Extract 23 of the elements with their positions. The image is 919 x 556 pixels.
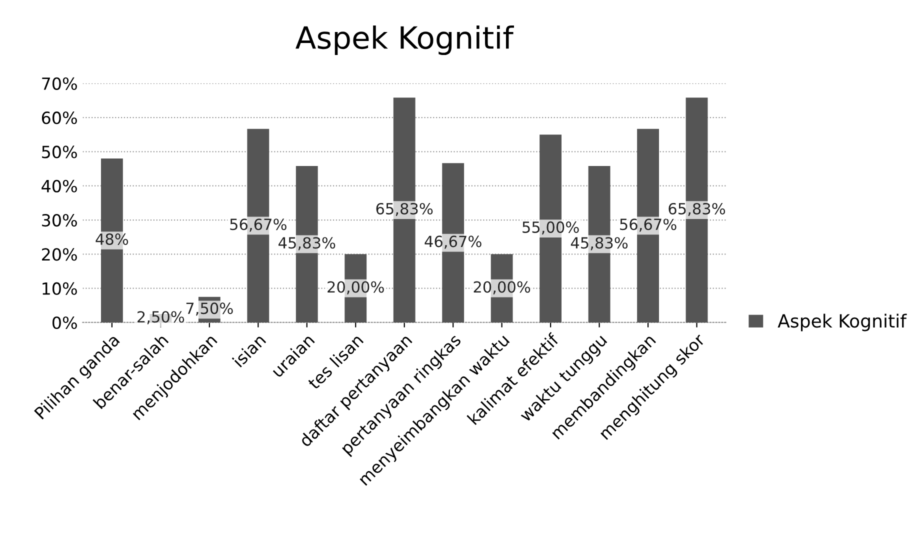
- y-tick-label: 50%: [42, 146, 77, 158]
- data-label: 7,50%: [186, 302, 233, 316]
- y-tick-label: 20%: [42, 248, 77, 261]
- data-label: 65,83%: [376, 202, 433, 216]
- data-label: 20,00%: [328, 281, 384, 294]
- y-tick-label: 70%: [42, 77, 77, 90]
- y-tick-label: 60%: [42, 112, 77, 124]
- data-label: 46,67%: [424, 236, 482, 249]
- data-label: 45,83%: [570, 237, 628, 250]
- data-label: 2,50%: [138, 311, 184, 324]
- data-label: 56,67%: [620, 218, 676, 232]
- data-label: 45,83%: [278, 237, 336, 250]
- legend-label: Aspek Kognitif: [778, 314, 907, 332]
- data-label: 55,00%: [522, 221, 579, 235]
- y-tick-label: 0%: [52, 316, 77, 330]
- y-tick-label: 10%: [42, 282, 77, 295]
- data-label: 48%: [96, 233, 128, 245]
- chart-title: Aspek Kognitif: [296, 25, 514, 56]
- data-label: 65,83%: [668, 202, 726, 216]
- y-tick-label: 40%: [42, 180, 77, 192]
- data-label: 20,00%: [474, 281, 530, 294]
- y-tick-label: 30%: [42, 214, 77, 227]
- data-label: 56,67%: [230, 218, 286, 232]
